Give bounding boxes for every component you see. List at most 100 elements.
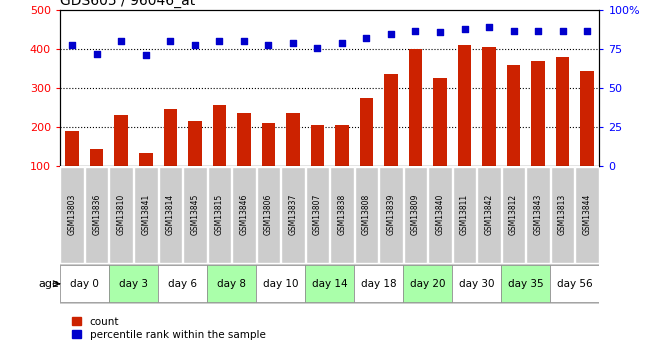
Point bbox=[214, 39, 224, 44]
Bar bbox=[482, 47, 496, 204]
Point bbox=[238, 39, 249, 44]
Bar bbox=[507, 65, 520, 204]
Point bbox=[165, 39, 176, 44]
Point bbox=[361, 36, 372, 41]
Text: day 30: day 30 bbox=[459, 279, 495, 289]
Bar bbox=[65, 131, 79, 204]
Text: day 6: day 6 bbox=[168, 279, 197, 289]
Bar bbox=[109, 167, 133, 263]
Bar bbox=[452, 265, 501, 303]
Text: GSM13836: GSM13836 bbox=[92, 194, 101, 235]
Point bbox=[484, 25, 494, 30]
Bar bbox=[580, 70, 594, 204]
Point bbox=[263, 42, 274, 47]
Bar bbox=[183, 167, 206, 263]
Text: GSM13811: GSM13811 bbox=[460, 194, 469, 235]
Bar bbox=[409, 49, 422, 204]
Text: GSM13844: GSM13844 bbox=[583, 194, 591, 235]
Bar bbox=[403, 265, 452, 303]
Text: day 8: day 8 bbox=[217, 279, 246, 289]
Bar bbox=[330, 167, 354, 263]
Legend: count, percentile rank within the sample: count, percentile rank within the sample bbox=[72, 317, 265, 340]
Point bbox=[557, 28, 568, 33]
Bar bbox=[139, 153, 153, 204]
Bar bbox=[158, 265, 207, 303]
Bar bbox=[232, 167, 256, 263]
Bar bbox=[575, 167, 599, 263]
Text: age: age bbox=[39, 279, 59, 289]
Point bbox=[312, 45, 323, 50]
Text: GSM13837: GSM13837 bbox=[288, 194, 298, 235]
Text: GSM13803: GSM13803 bbox=[68, 194, 77, 235]
Bar bbox=[550, 265, 599, 303]
Text: day 20: day 20 bbox=[410, 279, 446, 289]
Point bbox=[435, 29, 446, 35]
Point bbox=[141, 52, 151, 58]
Bar bbox=[256, 265, 305, 303]
Bar bbox=[526, 167, 550, 263]
Bar bbox=[531, 61, 545, 204]
Point bbox=[533, 28, 543, 33]
Bar bbox=[281, 167, 304, 263]
Text: GSM13814: GSM13814 bbox=[166, 194, 174, 235]
Bar bbox=[458, 45, 472, 204]
Text: day 3: day 3 bbox=[119, 279, 148, 289]
Bar bbox=[354, 265, 403, 303]
Bar bbox=[188, 121, 202, 204]
Text: GSM13838: GSM13838 bbox=[338, 194, 346, 235]
Text: day 18: day 18 bbox=[361, 279, 396, 289]
Text: GSM13808: GSM13808 bbox=[362, 194, 371, 235]
Bar bbox=[478, 167, 501, 263]
Point bbox=[189, 42, 200, 47]
Text: GSM13809: GSM13809 bbox=[411, 194, 420, 235]
Bar bbox=[212, 106, 226, 204]
Text: GSM13807: GSM13807 bbox=[313, 194, 322, 235]
Bar bbox=[355, 167, 378, 263]
Text: day 35: day 35 bbox=[508, 279, 543, 289]
Bar bbox=[310, 125, 324, 204]
Text: GSM13812: GSM13812 bbox=[509, 194, 518, 235]
Text: GSM13840: GSM13840 bbox=[436, 194, 444, 235]
Point bbox=[336, 40, 347, 46]
Point bbox=[582, 28, 593, 33]
Bar bbox=[305, 265, 354, 303]
Bar bbox=[115, 115, 128, 204]
Bar bbox=[109, 265, 158, 303]
Bar bbox=[434, 78, 447, 204]
Bar bbox=[237, 113, 250, 204]
Text: GSM13842: GSM13842 bbox=[485, 194, 494, 235]
Point bbox=[410, 28, 421, 33]
Text: GSM13810: GSM13810 bbox=[117, 194, 126, 235]
Point bbox=[91, 51, 102, 57]
Point bbox=[386, 31, 396, 37]
Text: GSM13846: GSM13846 bbox=[239, 194, 248, 235]
Point bbox=[460, 26, 470, 32]
Bar bbox=[335, 125, 349, 204]
Bar bbox=[551, 167, 574, 263]
Text: day 56: day 56 bbox=[557, 279, 593, 289]
Bar bbox=[453, 167, 476, 263]
Point bbox=[508, 28, 519, 33]
Text: GSM13806: GSM13806 bbox=[264, 194, 273, 235]
Text: GSM13841: GSM13841 bbox=[141, 194, 151, 235]
Bar bbox=[262, 123, 275, 204]
Bar bbox=[134, 167, 158, 263]
Bar bbox=[286, 113, 300, 204]
Bar bbox=[379, 167, 403, 263]
Bar bbox=[501, 265, 550, 303]
Point bbox=[288, 40, 298, 46]
Bar bbox=[384, 75, 398, 204]
Bar bbox=[90, 149, 103, 204]
Point bbox=[116, 39, 127, 44]
Bar bbox=[85, 167, 109, 263]
Bar bbox=[164, 109, 177, 204]
Text: GSM13839: GSM13839 bbox=[386, 194, 396, 235]
Bar bbox=[556, 57, 569, 204]
Bar bbox=[256, 167, 280, 263]
Point bbox=[67, 42, 77, 47]
Bar bbox=[207, 265, 256, 303]
Bar bbox=[61, 167, 84, 263]
Text: GDS605 / 96046_at: GDS605 / 96046_at bbox=[60, 0, 195, 8]
Text: GSM13845: GSM13845 bbox=[190, 194, 199, 235]
Bar bbox=[208, 167, 231, 263]
